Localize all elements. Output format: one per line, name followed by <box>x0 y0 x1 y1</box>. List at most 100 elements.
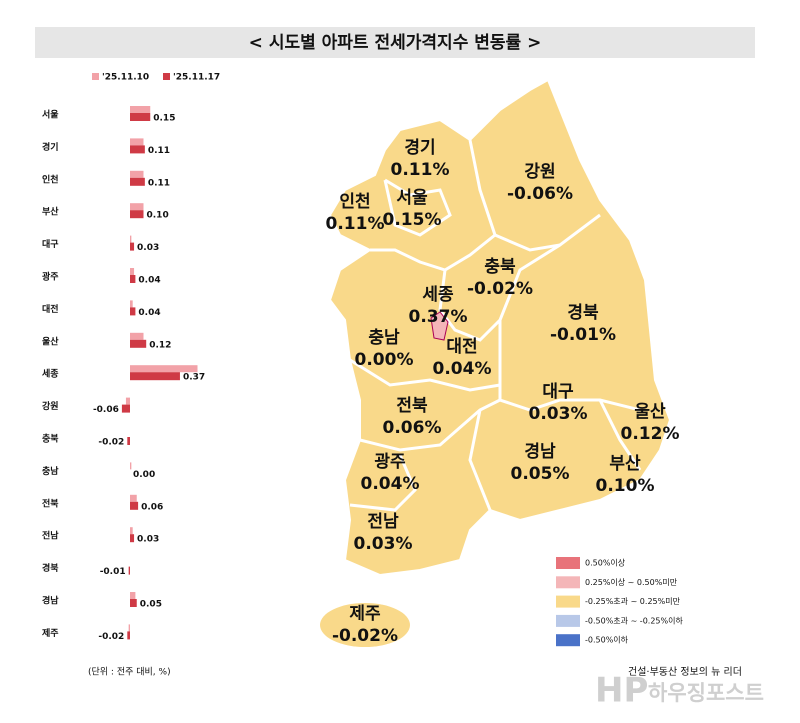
region-name: 전북 <box>396 396 428 416</box>
region-name: 인천 <box>339 192 370 212</box>
bar <box>128 624 130 632</box>
map-legend-swatch <box>556 557 580 569</box>
legend-label: '25.11.10 <box>102 73 149 83</box>
logo-name: 하우징포스트 <box>648 681 764 705</box>
map: 경기0.11% 강원-0.06%인천0.11%서울0.15%충북-0.02%세종0… <box>320 78 680 647</box>
map-legend-swatch <box>556 576 580 589</box>
bar <box>121 404 130 413</box>
bar <box>130 242 135 251</box>
value-label: 0.04 <box>138 276 160 286</box>
value-label: 0.11 <box>148 178 170 188</box>
region-value: -0.06% <box>507 184 573 204</box>
value-label: 0.05 <box>140 600 162 610</box>
category-label: 충북 <box>42 433 59 445</box>
bar <box>130 365 198 373</box>
category-label: 울산 <box>42 335 59 347</box>
bar <box>130 501 139 510</box>
logo-tagline: 건설·부동산 정보의 뉴 리더 <box>628 666 742 678</box>
value-label: 0.00 <box>133 470 155 480</box>
value-label: 0.06 <box>141 502 163 512</box>
bar <box>130 275 136 283</box>
map-legend-label: -0.50%이하 <box>585 635 629 645</box>
region-value: 0.11% <box>326 214 385 234</box>
title: < 시도별 아파트 전세가격지수 변동률 > <box>249 33 542 53</box>
category-label: 인천 <box>42 174 59 185</box>
value-label: -0.01 <box>100 567 126 577</box>
bar <box>128 566 130 575</box>
bar <box>130 599 137 607</box>
bar <box>130 268 135 275</box>
region-name: 광주 <box>374 452 406 472</box>
region-name: 전남 <box>367 512 399 532</box>
legend-label: '25.11.17 <box>173 73 220 83</box>
region-value: 0.06% <box>383 418 442 438</box>
bar <box>130 145 145 154</box>
category-label: 충남 <box>42 465 59 477</box>
region-value: 0.03% <box>529 404 588 424</box>
region-value: 0.05% <box>511 464 570 484</box>
map-legend-swatch <box>556 634 580 647</box>
category-label: 경북 <box>42 562 59 574</box>
region-value: 0.10% <box>596 476 655 496</box>
bar <box>130 332 144 340</box>
region-value: 0.00% <box>355 350 414 370</box>
value-label: 0.15 <box>153 114 175 124</box>
region-value: 0.04% <box>361 474 420 494</box>
unit-note: (단위 : 전주 대비, %) <box>88 667 171 678</box>
bar <box>127 631 130 640</box>
region-name: 세종 <box>422 285 454 305</box>
region-value: -0.02% <box>467 279 533 299</box>
category-label: 세종 <box>42 368 59 380</box>
bar <box>130 235 132 243</box>
value-label: 0.04 <box>138 308 160 318</box>
map-legend-swatch <box>556 614 580 627</box>
region-name: 경북 <box>567 303 599 323</box>
bar <box>130 106 151 113</box>
region-value: 0.11% <box>391 160 450 180</box>
category-label: 대구 <box>42 238 59 250</box>
value-label: 0.03 <box>137 535 159 545</box>
bar <box>125 397 130 405</box>
category-label: 서울 <box>42 109 59 121</box>
region-name: 서울 <box>396 188 428 208</box>
map-legend-label: 0.50%이상 <box>585 558 626 568</box>
bar <box>130 113 151 121</box>
category-label: 경기 <box>42 141 59 153</box>
region-name: 충남 <box>368 328 400 348</box>
bar <box>127 437 130 445</box>
value-label: -0.02 <box>98 438 124 448</box>
legend-swatch <box>163 73 170 80</box>
region-value: 0.15% <box>383 210 442 230</box>
bar <box>130 527 133 535</box>
category-label: 강원 <box>42 400 59 412</box>
category-label: 전북 <box>42 497 59 509</box>
category-label: 전남 <box>42 530 59 542</box>
region-value: 0.12% <box>621 424 680 444</box>
jeju <box>320 603 410 647</box>
bar <box>130 592 136 599</box>
logo-mark: HP <box>595 671 648 711</box>
category-label: 광주 <box>42 271 59 283</box>
bar <box>130 177 145 186</box>
map-legend-label: 0.25%이상 ~ 0.50%미만 <box>585 577 678 587</box>
map-legend-swatch <box>556 595 580 608</box>
value-label: -0.02 <box>98 632 124 642</box>
category-label: 제주 <box>42 627 59 639</box>
value-label: -0.06 <box>93 405 119 415</box>
region-value: 0.03% <box>354 534 413 554</box>
region-value: -0.01% <box>550 325 616 345</box>
region-name: 대구 <box>542 382 574 402</box>
bar <box>130 203 144 211</box>
region-value: 0.04% <box>433 359 492 379</box>
region-value: -0.02% <box>332 626 398 646</box>
region-name: 강원 <box>524 162 555 182</box>
bar <box>130 138 144 146</box>
borders <box>349 139 642 512</box>
value-label: 0.11 <box>148 146 170 156</box>
bar <box>130 210 144 219</box>
category-label: 부산 <box>42 206 59 218</box>
region-name: 경기 <box>404 138 435 158</box>
legend-swatch <box>92 73 99 80</box>
bar <box>130 462 132 470</box>
